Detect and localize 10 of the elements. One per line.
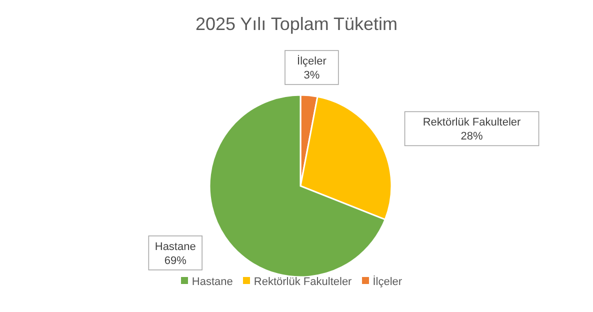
legend-label: Hastane [192, 276, 233, 288]
legend-label: Rektörlük Fakulteler [254, 276, 352, 288]
chart-title: 2025 Yılı Toplam Tüketim [194, 14, 399, 35]
data-label: 69% [164, 254, 187, 267]
slice-label: Hastane [154, 240, 196, 253]
data-label: 3% [304, 70, 320, 82]
legend-label: İlçeler [372, 276, 402, 288]
data-label: 28% [460, 130, 483, 143]
slice-label: Rektörlük Fakulteler [422, 116, 522, 129]
slice-label: İlçeler [297, 54, 327, 68]
